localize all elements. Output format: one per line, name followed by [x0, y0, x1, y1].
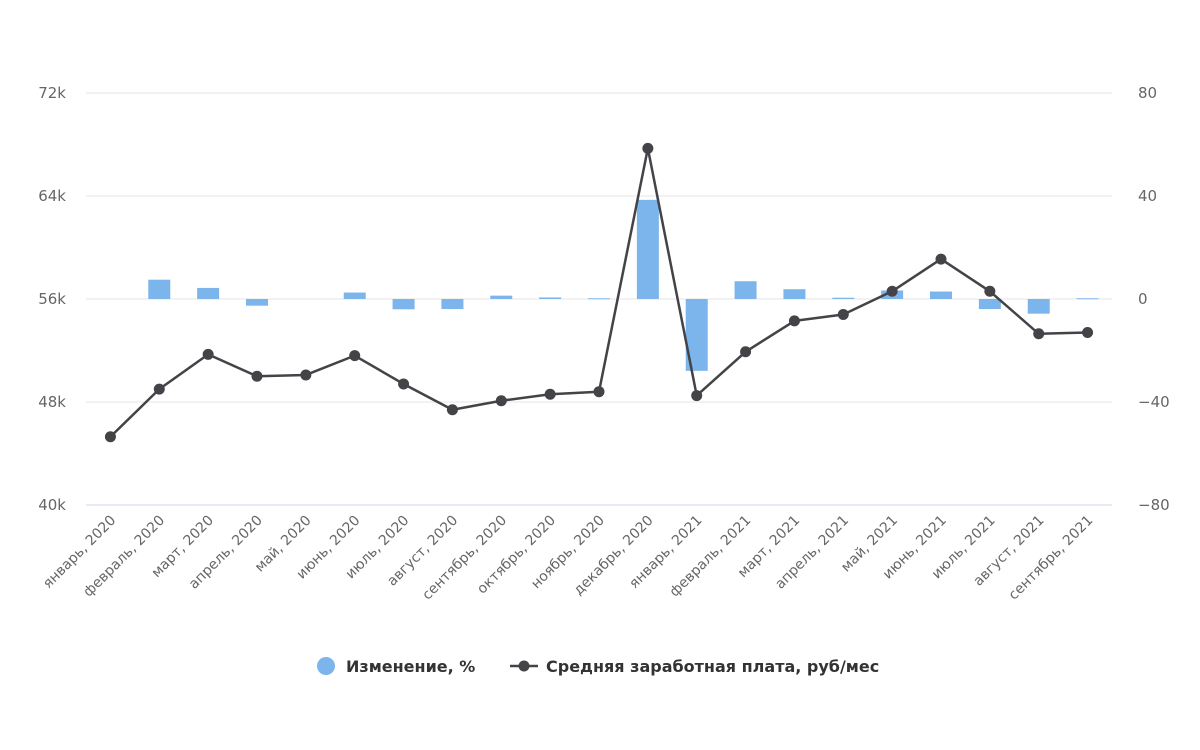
- legend-item-change[interactable]: Изменение, %: [317, 657, 475, 676]
- bar[interactable]: [685, 299, 708, 371]
- y-right-tick-label: 40: [1138, 187, 1157, 205]
- line-point[interactable]: [788, 315, 800, 327]
- bar[interactable]: [343, 292, 366, 299]
- line-point[interactable]: [740, 346, 752, 358]
- line-point[interactable]: [153, 383, 165, 395]
- line-point[interactable]: [544, 388, 556, 400]
- line-point[interactable]: [202, 348, 214, 360]
- line-point[interactable]: [691, 390, 703, 402]
- line-point[interactable]: [300, 369, 312, 381]
- bar[interactable]: [588, 298, 610, 300]
- bar[interactable]: [1027, 299, 1050, 314]
- legend-line-dot: [518, 660, 530, 672]
- line-point[interactable]: [251, 370, 263, 382]
- y-left-tick-label: 56k: [38, 290, 66, 308]
- bar[interactable]: [490, 295, 513, 299]
- bar[interactable]: [441, 299, 464, 310]
- bar[interactable]: [148, 279, 171, 299]
- y-right-tick-label: −40: [1138, 393, 1170, 411]
- line-point[interactable]: [886, 285, 898, 297]
- line-point[interactable]: [104, 431, 116, 443]
- legend-label-change: Изменение, %: [346, 657, 475, 676]
- line-point[interactable]: [495, 395, 507, 407]
- line-point[interactable]: [984, 285, 996, 297]
- line-point[interactable]: [642, 142, 654, 154]
- legend-label-salary: Средняя заработная плата, руб/мес: [546, 657, 879, 676]
- line-point[interactable]: [1033, 328, 1045, 340]
- bar[interactable]: [197, 287, 220, 299]
- bar[interactable]: [636, 199, 659, 299]
- bar[interactable]: [539, 297, 562, 299]
- legend-item-salary[interactable]: Средняя заработная плата, руб/мес: [510, 657, 879, 676]
- y-axis-right: −80 −40 0 40 80: [1138, 84, 1170, 514]
- line-series: [104, 142, 1094, 443]
- bar-series: [148, 199, 1099, 371]
- y-right-tick-label: 0: [1138, 290, 1148, 308]
- bar[interactable]: [392, 299, 415, 310]
- bar[interactable]: [930, 291, 952, 299]
- bar[interactable]: [734, 281, 757, 299]
- x-tick-label: сентябрь, 2021: [1006, 513, 1097, 604]
- legend-bar-marker: [317, 657, 335, 675]
- y-right-tick-label: 80: [1138, 84, 1157, 102]
- x-tick-label: сентябрь, 2020: [419, 513, 510, 604]
- line-point[interactable]: [837, 308, 849, 320]
- y-left-tick-label: 64k: [38, 187, 66, 205]
- legend[interactable]: Изменение, % Средняя заработная плата, р…: [317, 657, 879, 676]
- y-axis-left: 40k 48k 56k 64k 72k: [38, 84, 66, 514]
- y-right-tick-label: −80: [1138, 496, 1170, 514]
- bar[interactable]: [783, 289, 806, 299]
- y-left-tick-label: 48k: [38, 393, 66, 411]
- bar[interactable]: [246, 299, 268, 306]
- line-point[interactable]: [446, 404, 458, 416]
- bar[interactable]: [1076, 298, 1099, 300]
- bar[interactable]: [832, 297, 855, 299]
- line-point[interactable]: [349, 350, 361, 362]
- y-left-tick-label: 72k: [38, 84, 66, 102]
- line-point[interactable]: [1082, 326, 1094, 338]
- line-point[interactable]: [398, 378, 410, 390]
- bar[interactable]: [978, 299, 1001, 310]
- line-point[interactable]: [935, 253, 947, 265]
- line-point[interactable]: [593, 386, 605, 398]
- y-left-tick-label: 40k: [38, 496, 66, 514]
